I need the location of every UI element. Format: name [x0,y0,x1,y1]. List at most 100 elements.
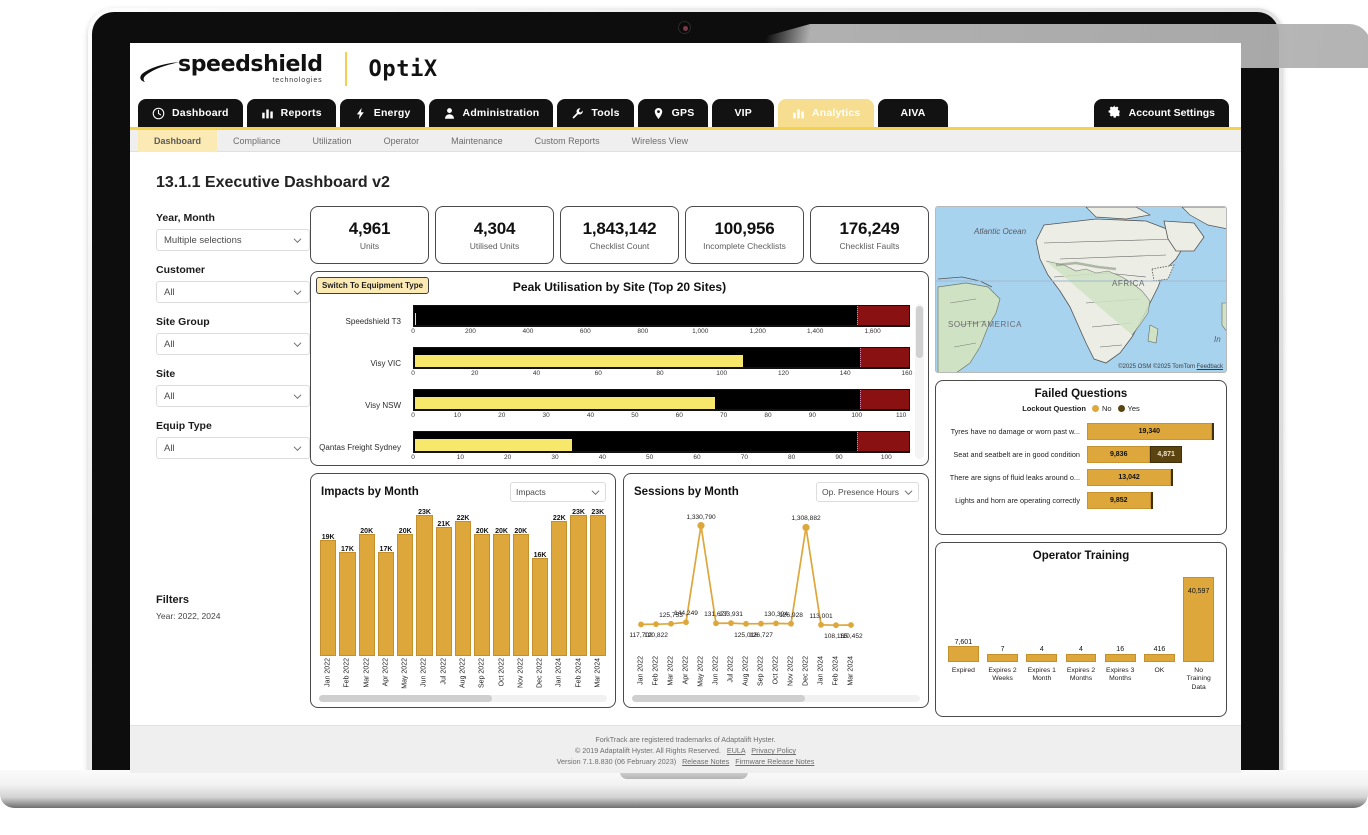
scrollbar-thumb[interactable] [632,695,805,702]
failed-question-row[interactable]: Lights and horn are operating correctly 9… [942,489,1216,512]
sessions-data-point[interactable] [773,620,779,627]
impacts-bar[interactable] [320,539,337,656]
nav-tab-vip[interactable]: VIP [712,99,774,127]
nav-tab-energy[interactable]: Energy [339,99,425,127]
failed-question-row[interactable]: There are signs of fluid leaks around o.… [942,466,1216,489]
axis-tick-label: 80 [788,453,796,461]
sessions-data-point[interactable] [802,523,810,532]
impacts-bar[interactable] [454,521,472,656]
sub-tab-dashboard[interactable]: Dashboard [138,129,218,152]
wrench-icon [571,107,584,120]
impacts-bar[interactable] [435,527,452,656]
peak-utilisation-scrollbar[interactable] [915,304,924,459]
failed-question-row[interactable]: Tyres have no damage or worn past w... 19… [942,420,1216,443]
impacts-bar[interactable] [397,533,414,656]
sessions-data-point[interactable] [728,620,734,626]
impacts-measure-select[interactable]: Impacts [510,482,606,502]
scrollbar-thumb[interactable] [319,695,492,702]
app-footer: ForkTrack are registered trademarks of A… [130,725,1241,773]
peak-site-row[interactable]: Visy VIC 0 20 40 60 80 100 120 140 160 [311,342,912,384]
impacts-bar[interactable] [512,533,529,656]
firmware-release-notes-link[interactable]: Firmware Release Notes [735,757,815,767]
privacy-policy-link[interactable]: Privacy Policy [751,746,797,756]
sessions-data-point[interactable] [833,622,839,629]
world-map [936,207,1226,372]
kpi-card-utilised-units[interactable]: 4,304 Utilised Units [435,206,554,264]
sessions-data-point[interactable] [848,622,854,628]
nav-tab-tools[interactable]: Tools [557,99,634,127]
filter-select-equip-type[interactable]: All [156,437,310,459]
sub-tab-operator[interactable]: Operator [383,135,420,146]
legend-item-yes[interactable]: Yes [1117,404,1140,413]
logo-tagline: technologies [272,77,323,84]
peak-site-row[interactable]: Speedshield T3 0 200 400 600 800 1,000 1,200 1,4… [311,300,910,342]
peak-site-row[interactable]: Qantas Freight Sydney 0 10 20 30 40 50 60 70 80 90… [311,426,910,465]
training-bar[interactable] [1104,653,1136,662]
failed-question-row[interactable]: Seat and seatbelt are in good condition 9… [942,443,1216,466]
impacts-bar[interactable] [416,515,433,656]
sub-tab-maintenance[interactable]: Maintenance [451,135,503,146]
filter-select-year-month[interactable]: Multiple selections [156,229,310,251]
kpi-card-incomplete-checklists[interactable]: 100,956 Incomplete Checklists [685,206,804,264]
filter-select-site[interactable]: All [156,385,310,407]
sub-tab-wireless-view[interactable]: Wireless View [631,135,689,146]
legend-item-no[interactable]: No [1091,404,1112,413]
release-notes-link[interactable]: Release Notes [682,757,730,767]
nav-tab-aiva[interactable]: AIVA [878,99,948,127]
training-x-label: OK [1154,667,1165,674]
sessions-data-point[interactable] [697,522,705,530]
impacts-bar[interactable] [474,533,491,656]
scrollbar-thumb[interactable] [916,306,923,358]
impacts-bar[interactable] [551,521,568,656]
training-bar[interactable] [1144,653,1175,662]
nav-tab-dashboard[interactable]: Dashboard [138,99,243,127]
training-bar[interactable] [948,646,979,662]
filter-select-site-group[interactable]: All [156,333,310,355]
sessions-data-point[interactable] [638,621,644,628]
nav-tab-analytics[interactable]: Analytics [777,99,875,127]
filter-select-customer[interactable]: All [156,281,310,303]
training-bar[interactable] [1065,653,1097,662]
impacts-bar-plot: 19K 17K 20K 17K 20K 23K 21K 22K 20K 20K 20K 16K 22K 2… [320,506,606,656]
sessions-data-point[interactable] [653,621,659,628]
sessions-data-point[interactable] [818,621,824,628]
sessions-data-point[interactable] [758,620,764,627]
map-feedback-link[interactable]: Feedback [1196,364,1223,370]
sessions-measure-select[interactable]: Op. Presence Hours [815,482,919,502]
sub-tab-custom-reports[interactable]: Custom Reports [534,135,600,146]
peak-site-row[interactable]: Visy NSW 0 10 20 30 40 50 60 70 80 90 100 110 [311,384,910,426]
speedshield-logo[interactable]: speedshield technologies [140,54,323,84]
impacts-bar[interactable] [377,551,395,656]
impacts-horizontal-scrollbar[interactable] [319,695,607,702]
impacts-bar[interactable] [570,515,587,656]
kpi-card-units[interactable]: 4,961 Units [310,206,429,264]
training-bar-fill [1026,653,1058,662]
training-bar[interactable] [1026,653,1058,662]
sub-tab-utilization[interactable]: Utilization [312,135,352,146]
nav-tab-administration[interactable]: Administration [428,99,554,127]
impacts-bar[interactable] [493,533,510,656]
sub-tab-compliance[interactable]: Compliance [233,135,281,146]
eula-link[interactable]: EULA [726,746,746,756]
sessions-data-point[interactable] [713,620,719,627]
impacts-x-label: Feb 2024 [575,658,583,688]
switch-to-equipment-type-button[interactable]: Switch To Equipment Type [316,277,430,294]
impacts-bar[interactable] [339,551,356,656]
impacts-bar[interactable] [358,533,375,656]
training-bar[interactable] [1183,577,1214,662]
nav-tab-gps[interactable]: GPS [637,99,709,127]
sessions-horizontal-scrollbar[interactable] [632,695,920,702]
kpi-card-checklist-faults[interactable]: 176,249 Checklist Faults [810,206,929,264]
impacts-bar[interactable] [531,558,549,656]
kpi-card-checklist-count[interactable]: 1,843,142 Checklist Count [560,206,679,264]
map-panel[interactable]: Atlantic Ocean AFRICA SOUTH AMERICA In ©… [935,206,1227,373]
sessions-data-point[interactable] [683,619,689,626]
nav-tab-reports[interactable]: Reports [246,99,336,127]
account-settings-button[interactable]: Account Settings [1093,99,1229,127]
sessions-data-point[interactable] [788,620,794,627]
axis-tick-label: 50 [631,411,639,419]
sessions-data-point[interactable] [743,620,749,627]
training-bar[interactable] [987,653,1018,662]
sessions-data-point[interactable] [668,620,674,627]
impacts-bar[interactable] [589,515,606,656]
